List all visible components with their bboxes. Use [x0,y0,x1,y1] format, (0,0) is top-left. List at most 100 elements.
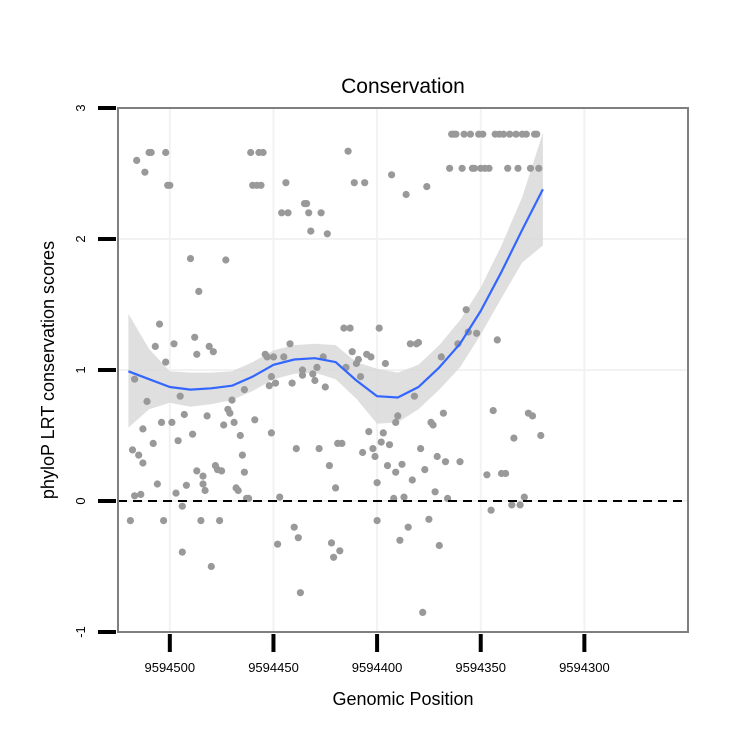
data-point [143,397,151,405]
data-point [456,458,464,466]
data-point [176,392,184,400]
data-point [327,539,336,547]
data-point [344,147,352,155]
data-point [452,130,460,138]
data-point [305,209,313,217]
data-point [153,480,161,488]
data-point [290,523,298,531]
data-point [332,484,340,492]
data-point [431,488,439,496]
axes: -1 0 1 2 3 9594500 9594450 9594400 9594350 959430… [73,104,610,675]
data-point [189,430,197,438]
data-point [414,338,423,347]
data-point [311,376,319,385]
data-point [247,148,255,157]
data-point [350,179,358,187]
data-point [317,209,325,217]
data-point [298,371,307,379]
data-point [191,333,199,341]
data-point [155,320,164,328]
data-point [209,348,217,356]
data-point [421,466,429,474]
data-point [371,452,379,461]
data-point [240,386,248,394]
data-point [205,342,213,350]
data-point [294,534,302,542]
data-point [180,410,188,419]
data-point [433,452,441,461]
data-point [506,130,514,138]
data-point [207,562,215,571]
data-point [398,460,406,468]
data-point [263,353,271,361]
data-point [226,409,234,417]
data-point [400,493,408,501]
data-point [406,340,414,348]
data-point [356,373,365,381]
data-point [267,373,275,381]
y-tick-label: 1 [73,366,88,373]
x-tick-label: 9594350 [455,660,506,675]
data-point [220,421,228,429]
data-point [313,363,321,371]
data-point [149,439,157,447]
data-point [139,425,147,433]
y-axis-label: phyloP LRT conservation scores [38,241,58,499]
data-point [425,515,433,523]
y-tick-label: 0 [73,497,88,504]
data-point [236,431,244,440]
data-point [307,227,315,235]
data-point [216,517,224,525]
data-point [493,336,501,344]
data-point [346,324,354,332]
y-tick-label: 2 [73,235,88,242]
data-point [131,492,139,500]
data-point [199,472,207,480]
data-point [383,462,392,470]
data-point [388,171,396,179]
data-point [410,392,418,400]
data-point [303,200,311,208]
data-point [265,382,273,390]
data-point [404,523,412,531]
data-point [535,164,543,172]
data-point [508,501,516,509]
data-point [408,476,416,484]
data-point [323,230,331,238]
data-point [512,130,520,138]
data-point [479,130,487,138]
data-point [133,156,141,164]
data-point [375,324,383,332]
data-point [458,164,466,172]
data-point [435,541,443,550]
data-point [485,164,493,172]
data-point [269,353,278,361]
data-point [379,429,387,437]
data-point [369,445,377,453]
data-point [162,148,170,157]
data-point [483,471,491,479]
data-point [377,438,385,446]
data-point [348,348,356,356]
data-point [280,353,288,361]
data-point [271,379,280,387]
panel-border [117,107,689,633]
data-point [238,451,246,459]
data-point [186,255,195,263]
data-point [359,448,367,457]
data-point [522,130,530,138]
data-point [201,486,209,495]
data-point [137,490,145,498]
data-point [282,179,290,187]
data-point [392,418,400,426]
data-point [147,148,155,157]
data-point [373,479,381,487]
data-point [160,517,168,525]
data-point [441,458,450,466]
data-point [222,256,230,264]
data-point [309,370,317,378]
data-point [354,355,362,364]
data-point [419,608,427,617]
data-point [193,467,201,475]
data-point [141,168,149,176]
